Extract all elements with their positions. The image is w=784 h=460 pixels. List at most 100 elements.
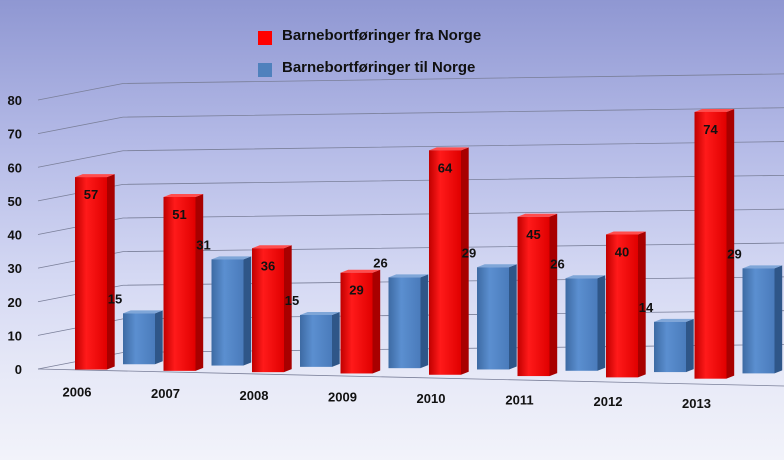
x-tick-label: 2011 xyxy=(505,393,533,408)
bar-til-norge-top xyxy=(654,318,694,322)
bar-til-norge-side xyxy=(420,274,429,369)
bar-fra-norge-top xyxy=(75,174,115,178)
bar-til-norge xyxy=(477,267,509,370)
gridline xyxy=(37,174,784,202)
bar-fra-norge xyxy=(75,177,107,370)
data-label: 45 xyxy=(526,227,540,242)
data-label: 26 xyxy=(373,255,387,270)
gridline xyxy=(37,242,784,269)
bar-fra-norge-top xyxy=(694,108,735,112)
x-axis-line xyxy=(37,368,784,387)
data-label: 29 xyxy=(462,245,476,260)
gridline xyxy=(37,208,784,235)
bar-til-norge-side xyxy=(243,256,252,366)
bar-fra-norge xyxy=(429,150,461,375)
y-tick-label: 60 xyxy=(8,160,22,175)
x-axis-ticks: 2006 2007 2008 2009 2010 2011 2012 2013 xyxy=(63,385,711,411)
bar-til-norge-side xyxy=(597,275,606,371)
bar-fra-norge xyxy=(694,111,727,379)
legend: Barnebortføringer fra Norge Barnebortføri… xyxy=(258,27,481,77)
bar-fra-norge-top xyxy=(606,231,646,235)
bar-til-norge-top xyxy=(742,265,783,269)
x-tick-label: 2009 xyxy=(328,389,357,404)
bar-fra-norge-top xyxy=(163,194,204,198)
y-axis-ticks: 0 10 20 30 40 50 60 70 80 xyxy=(8,93,22,377)
bar-fra-norge xyxy=(340,272,373,374)
bar-fra-norge-top xyxy=(340,269,381,273)
bar-fra-norge-top xyxy=(429,147,469,151)
bar-fra-norge-side xyxy=(284,245,292,373)
y-tick-label: 30 xyxy=(8,261,22,276)
x-tick-label: 2007 xyxy=(151,386,180,401)
bar-til-norge xyxy=(565,278,598,371)
y-tick-label: 10 xyxy=(8,328,22,343)
x-tick-label: 2008 xyxy=(240,388,269,403)
gridline xyxy=(37,276,784,303)
bar-fra-norge xyxy=(163,197,196,371)
bar-fra-norge-top xyxy=(252,245,292,249)
gridline xyxy=(37,107,784,135)
bar-fra-norge-side xyxy=(549,213,558,377)
data-label: 29 xyxy=(727,246,741,261)
data-label: 15 xyxy=(108,291,122,306)
bar-til-norge-top xyxy=(211,256,252,260)
bar-til-norge xyxy=(742,268,775,374)
bar-til-norge-side xyxy=(155,310,163,365)
bar-fra-norge xyxy=(252,248,284,373)
bar-fra-norge-side xyxy=(195,194,204,371)
bar-til-norge xyxy=(123,313,155,365)
data-label: 40 xyxy=(615,245,629,260)
bar-til-norge-side xyxy=(332,311,340,367)
data-label: 14 xyxy=(639,300,654,315)
bar-fra-norge-side xyxy=(638,231,646,378)
bar-til-norge-top xyxy=(388,274,429,278)
bar-fra-norge-side xyxy=(461,147,469,375)
legend-label: Barnebortføringer til Norge xyxy=(282,59,475,76)
x-tick-label: 2012 xyxy=(594,394,623,409)
bar-til-norge-side xyxy=(686,318,694,373)
bars: 57 15 51 31 36 15 29 26 64 29 45 26 40 14 74 29 xyxy=(75,108,783,379)
y-tick-label: 20 xyxy=(8,295,22,310)
gridline xyxy=(37,141,784,168)
x-tick-label: 2006 xyxy=(63,385,92,400)
bar-til-norge-side xyxy=(509,264,517,370)
data-label: 26 xyxy=(550,256,564,271)
gridlines xyxy=(37,73,784,387)
y-tick-label: 40 xyxy=(8,228,22,243)
y-tick-label: 70 xyxy=(8,127,22,142)
bar-fra-norge xyxy=(517,216,550,377)
bar-til-norge-top xyxy=(565,275,606,279)
bar-fra-norge-side xyxy=(372,269,381,374)
data-label: 64 xyxy=(438,160,453,175)
bar-til-norge-top xyxy=(300,311,340,315)
bar-til-norge-top xyxy=(477,264,517,268)
x-tick-label: 2010 xyxy=(417,391,446,406)
bar-fra-norge-top xyxy=(517,213,558,217)
bar-fra-norge-side xyxy=(107,174,115,370)
bar-til-norge-top xyxy=(123,310,163,314)
legend-label: Barnebortføringer fra Norge xyxy=(282,27,481,44)
bar-til-norge xyxy=(211,259,244,366)
legend-swatch xyxy=(258,31,272,45)
x-tick-label: 2013 xyxy=(682,396,711,411)
bar-til-norge-side xyxy=(774,265,783,374)
data-label: 57 xyxy=(84,187,98,202)
data-label: 36 xyxy=(261,258,275,273)
bar-fra-norge-side xyxy=(726,108,735,379)
y-tick-label: 80 xyxy=(8,93,22,108)
data-label: 15 xyxy=(285,293,299,308)
bar-til-norge xyxy=(300,314,332,367)
data-label: 29 xyxy=(349,283,363,298)
data-label: 31 xyxy=(196,237,210,252)
bar-til-norge xyxy=(388,277,421,369)
bar-fra-norge xyxy=(606,234,638,378)
bar-til-norge xyxy=(654,321,686,373)
legend-swatch xyxy=(258,63,272,77)
y-tick-label: 50 xyxy=(8,194,22,209)
data-label: 74 xyxy=(703,122,718,137)
gridline xyxy=(37,73,784,101)
data-label: 51 xyxy=(172,207,186,222)
y-tick-label: 0 xyxy=(15,362,22,377)
